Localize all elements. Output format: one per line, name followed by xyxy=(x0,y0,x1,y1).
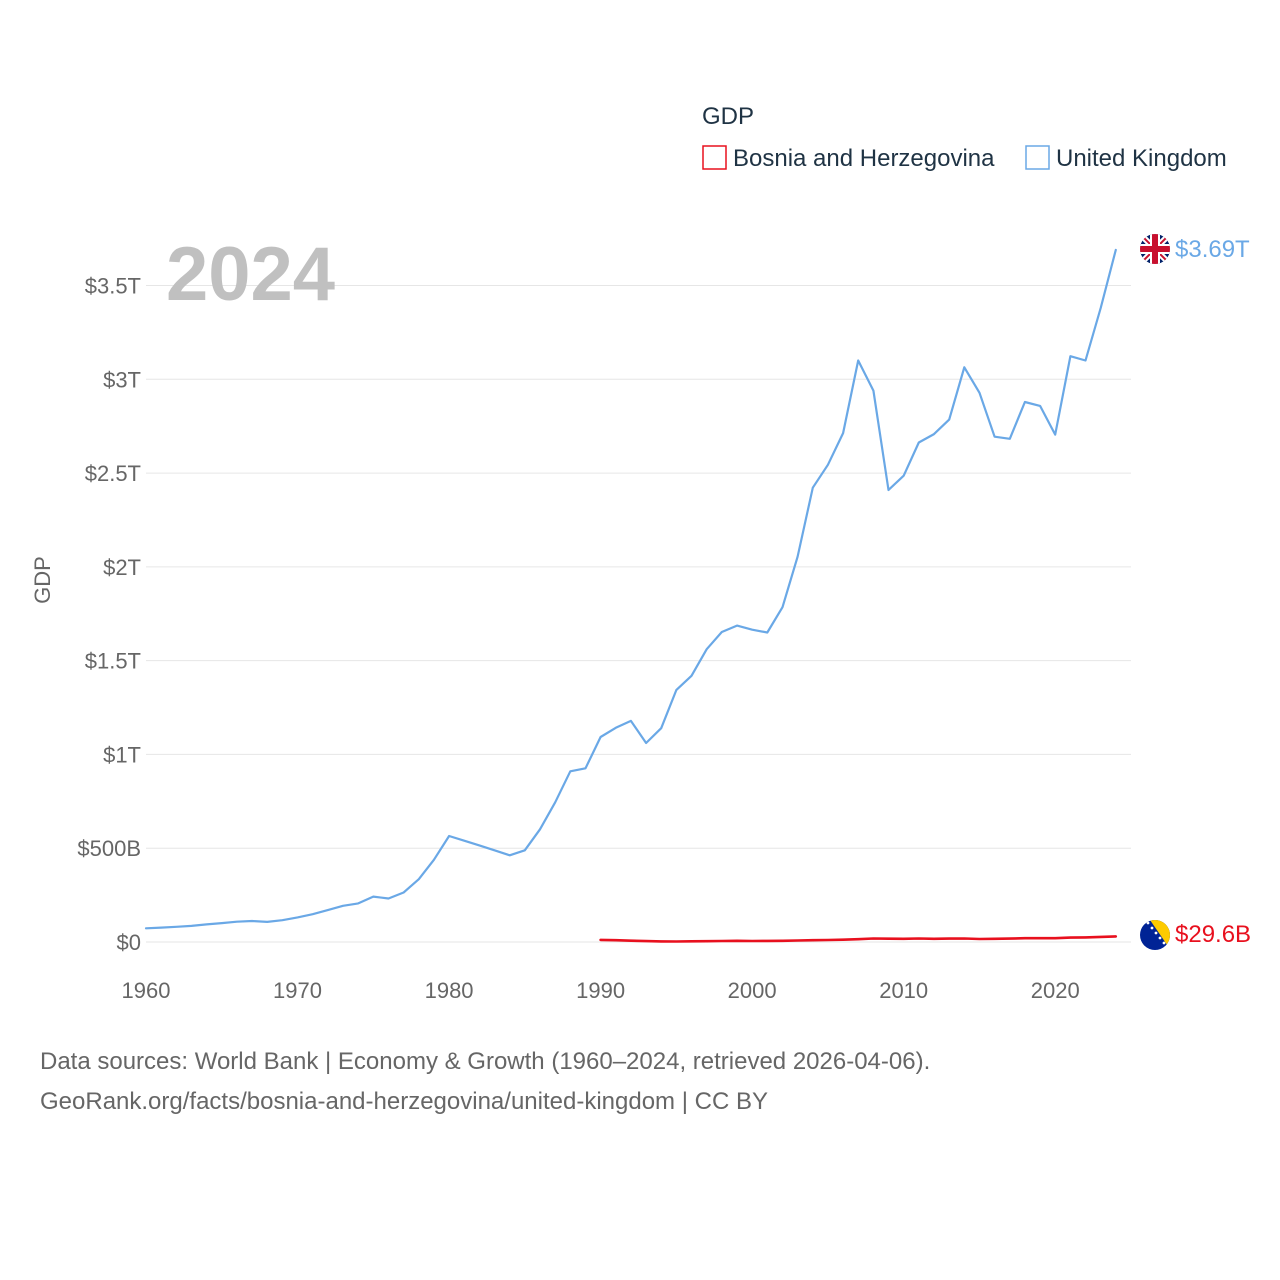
end-label-bosnia: $29.6B xyxy=(1175,921,1251,948)
source-note: Data sources: World Bank | Economy & Gro… xyxy=(40,1042,1240,1122)
y-tick-label: $3.5T xyxy=(85,274,141,299)
uk-flag-icon xyxy=(1140,234,1170,264)
end-label-uk: $3.69T xyxy=(1175,236,1250,263)
y-tick-label: $1T xyxy=(103,742,141,767)
x-tick-label: 2010 xyxy=(879,978,928,1003)
legend-label-bosnia: Bosnia and Herzegovina xyxy=(733,145,995,172)
series-line-uk[interactable] xyxy=(144,248,1117,930)
series-lines xyxy=(144,248,1118,943)
bosnia-flag-icon xyxy=(1140,920,1170,950)
legend-title: GDP xyxy=(702,103,754,130)
legend-item-uk[interactable]: United Kingdom xyxy=(1025,145,1227,172)
y-tick-label: $1.5T xyxy=(85,649,141,674)
legend: GDP Bosnia and Herzegovina United Kingdo… xyxy=(702,103,1227,172)
y-tick-label: $500B xyxy=(77,836,141,861)
y-tick-label: $2.5T xyxy=(85,461,141,486)
x-tick-label: 1980 xyxy=(425,978,474,1003)
legend-item-bosnia[interactable]: Bosnia and Herzegovina xyxy=(702,145,995,172)
gdp-line-chart: $0 $500B $1T $1.5T $2T $2.5T $3T $3.5T 1960 1970… xyxy=(30,103,1251,1003)
y-tick-label: $2T xyxy=(103,555,141,580)
legend-swatch-bosnia xyxy=(702,145,727,170)
legend-swatch-uk xyxy=(1025,145,1050,170)
y-axis-ticks: $0 $500B $1T $1.5T $2T $2.5T $3T $3.5T xyxy=(77,274,141,955)
y-axis-label: GDP xyxy=(30,556,55,604)
source-line-1: Data sources: World Bank | Economy & Gro… xyxy=(40,1048,931,1075)
gridlines xyxy=(146,285,1131,943)
x-axis-ticks: 1960 1970 1980 1990 2000 2010 2020 xyxy=(122,978,1080,1003)
source-line-2[interactable]: GeoRank.org/facts/bosnia-and-herzegovina… xyxy=(40,1088,768,1115)
x-tick-label: 1990 xyxy=(576,978,625,1003)
x-tick-label: 1970 xyxy=(273,978,322,1003)
x-tick-label: 1960 xyxy=(122,978,171,1003)
y-tick-label: $0 xyxy=(117,930,141,955)
y-tick-label: $3T xyxy=(103,367,141,392)
series-line-bosnia[interactable] xyxy=(599,935,1118,943)
legend-label-uk: United Kingdom xyxy=(1056,145,1227,172)
x-tick-label: 2000 xyxy=(728,978,777,1003)
x-tick-label: 2020 xyxy=(1031,978,1080,1003)
year-label: 2024 xyxy=(166,232,335,317)
